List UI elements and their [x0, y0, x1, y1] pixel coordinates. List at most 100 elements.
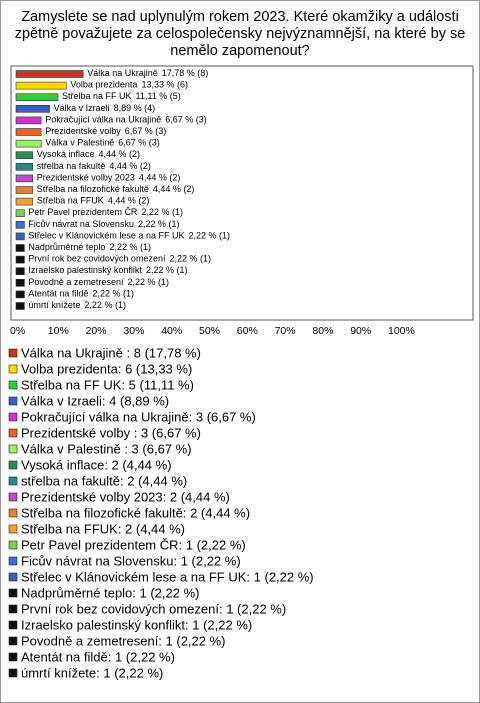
bar-value-label: 6,67 % (3)	[118, 138, 160, 148]
legend-label: střelba na fakultě: 2 (4,44 %)	[21, 473, 187, 488]
bar-value-label: 17,78 % (8)	[162, 68, 209, 78]
legend-swatch	[8, 364, 18, 374]
bar-label: Prezidentské volby 2023 4,44 % (2)	[37, 173, 181, 183]
bar	[15, 128, 42, 136]
x-tick-label: 0%	[10, 325, 25, 337]
bar-category: Vysoká inflace	[37, 150, 95, 160]
bar-label: Izraelsko palestinský konflikt 2,22 % (1)	[28, 266, 187, 276]
bar-category: Povodně a zemetresení	[28, 277, 124, 287]
x-tick-label: 40%	[161, 325, 182, 337]
bar-category: Střelba na filozofické fakultě	[37, 184, 149, 194]
bar-value-label: 4,44 % (2)	[153, 184, 195, 194]
x-tick-label: 80%	[312, 325, 333, 337]
legend-swatch	[8, 588, 18, 598]
legend-label: Střelba na FFUK: 2 (4,44 %)	[21, 521, 185, 536]
legend-label: Atentát na fildě: 1 (2,22 %)	[21, 649, 175, 664]
bar-label: Petr Pavel prezidentem ČR 2,22 % (1)	[28, 208, 183, 218]
bar-value-label: 6,67 % (3)	[165, 115, 207, 125]
bar-label: Vysoká inflace 4,44 % (2)	[37, 150, 140, 160]
legend-label: Povodně a zemetresení: 1 (2,22 %)	[21, 633, 226, 648]
x-tick-label: 30%	[123, 325, 144, 337]
bar-label: Povodně a zemetresení 2,22 % (1)	[28, 277, 169, 287]
legend-swatch	[8, 460, 18, 470]
legend-swatch	[8, 524, 18, 534]
bar	[15, 186, 34, 194]
bar-label: První rok bez covidových omezení 2,22 % (…	[28, 254, 211, 264]
bar-category: střelba na fakultě	[37, 161, 106, 171]
bar	[15, 221, 25, 229]
bar-label: Válka v Palestině 6,67 % (3)	[45, 138, 160, 148]
legend-label: Volba prezidenta: 6 (13,33 %)	[21, 361, 192, 376]
bar-category: Válka v Palestině	[45, 138, 114, 148]
bar	[15, 302, 25, 310]
bar-label: Střelba na FF UK 11,11 % (5)	[62, 92, 181, 102]
bar-value-label: 4,44 % (2)	[139, 173, 181, 183]
bar-value-label: 4,44 % (2)	[108, 196, 150, 206]
bar	[15, 209, 25, 217]
bar-category: Volba prezidenta	[70, 80, 137, 90]
legend-label: Ficův návrat na Slovensku: 1 (2,22 %)	[21, 553, 241, 568]
bar	[15, 174, 34, 183]
legend-swatch	[8, 668, 18, 678]
bar-category: Válka v Izraeli	[54, 103, 110, 113]
bar-label: Střelba na filozofické fakultě 4,44 % (2)	[37, 184, 195, 194]
legend-label: Střelec v Klánovickém lese a na FF UK: 1…	[21, 569, 314, 584]
bar-value-label: 2,22 % (1)	[141, 208, 183, 218]
x-tick-label: 60%	[237, 325, 258, 337]
bar-label: Střelba na FFUK 4,44 % (2)	[37, 196, 150, 206]
bar-value-label: 8,89 % (4)	[114, 103, 156, 113]
bar-label: Střelec v Klánovickém lese a na FF UK 2,2…	[28, 231, 230, 241]
bar-category: Izraelsko palestinský konflikt	[28, 266, 142, 276]
legend-swatch	[8, 476, 18, 486]
bar-value-label: 2,22 % (1)	[109, 242, 151, 252]
bar-label: Nadprůměrné teplo 2,22 % (1)	[28, 242, 151, 252]
bar	[15, 255, 25, 264]
legend-swatch	[8, 492, 18, 502]
bar-category: Střelec v Klánovickém lese a na FF UK	[28, 231, 184, 241]
legend-swatch	[8, 444, 18, 454]
legend-label: Izraelsko palestinský konflikt: 1 (2,22 …	[21, 617, 252, 632]
legend-label: Vysoká inflace: 2 (4,44 %)	[21, 457, 172, 472]
legend-label: Střelba na FF UK: 5 (11,11 %)	[21, 377, 194, 392]
bar-category: Prezidentské volby	[45, 126, 121, 136]
legend-swatch	[8, 620, 18, 630]
bar	[15, 232, 25, 241]
chart-title: Zamyslete se nad uplynulým rokem 2023. K…	[14, 9, 466, 59]
bar	[15, 70, 84, 78]
bar-value-label: 2,22 % (1)	[127, 277, 169, 287]
bar	[15, 244, 25, 252]
bar-value-label: 2,22 % (1)	[92, 289, 134, 299]
bar	[15, 81, 67, 90]
bar-category: Válka na Ukrajině	[87, 68, 158, 78]
bar-label: Volba prezidenta 13,33 % (6)	[70, 80, 188, 90]
bar	[15, 267, 25, 276]
bar-category: úmrtí knížete	[28, 300, 80, 310]
x-tick-label: 90%	[350, 325, 371, 337]
bar	[15, 163, 34, 171]
bar-value-label: 4,44 % (2)	[109, 161, 151, 171]
legend-swatch	[8, 428, 18, 438]
bar-label: úmrtí knížete 2,22 % (1)	[28, 300, 126, 310]
bar	[15, 151, 34, 159]
legend-label: Prezidentské volby : 3 (6,67 %)	[21, 425, 201, 440]
legend-label: Válka na Ukrajině : 8 (17,78 %)	[21, 345, 201, 360]
plot-frame	[10, 65, 474, 321]
bar-label: Válka v Izraeli 8,89 % (4)	[54, 103, 156, 113]
legend-label: úmrtí knížete: 1 (2,22 %)	[21, 665, 163, 680]
legend-swatch	[8, 572, 18, 582]
bar-category: Atentát na fildě	[28, 289, 88, 299]
bar-label: Prezidentské volby 6,67 % (3)	[45, 126, 166, 136]
bar-value-label: 6,67 % (3)	[125, 126, 167, 136]
bar-label: Atentát na fildě 2,22 % (1)	[28, 289, 134, 299]
x-tick-label: 100%	[388, 325, 415, 337]
bar-category: První rok bez covidových omezení	[28, 254, 166, 264]
legend-swatch	[8, 348, 18, 358]
bar-value-label: 2,22 % (1)	[84, 300, 126, 310]
bar-value-label: 2,22 % (1)	[188, 231, 230, 241]
bar	[15, 278, 25, 287]
legend-label: Prezidentské volby 2023: 2 (4,44 %)	[21, 489, 230, 504]
legend-swatch	[8, 380, 18, 390]
legend-label: Válka v Izraeli: 4 (8,89 %)	[21, 393, 169, 408]
bar-label: Pokračující válka na Ukrajině 6,67 % (3)	[45, 115, 207, 125]
